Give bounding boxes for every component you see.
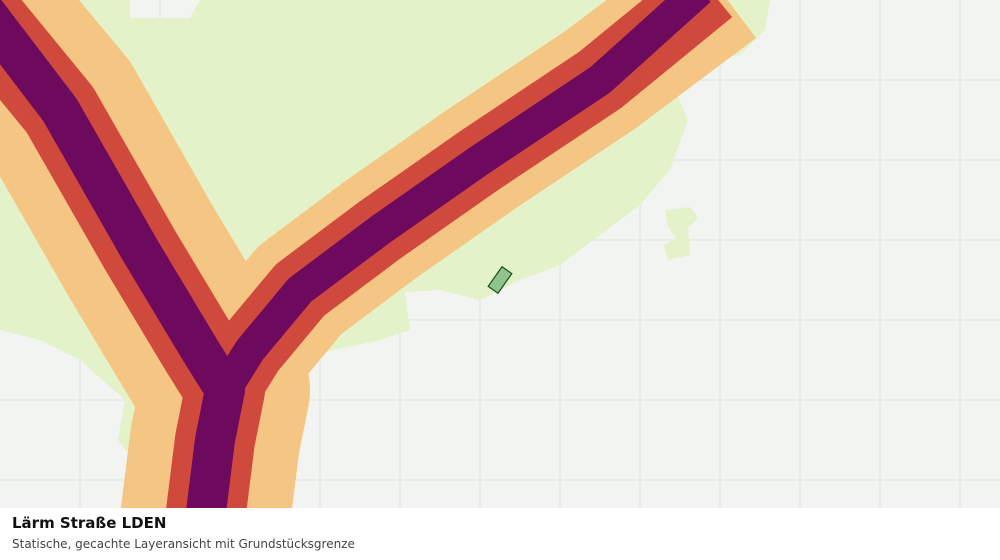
caption-title: Lärm Straße LDEN bbox=[12, 514, 167, 532]
parcel bbox=[487, 265, 513, 295]
noise-map bbox=[0, 0, 1000, 508]
noise-bands bbox=[0, 0, 756, 508]
caption-bar: Lärm Straße LDEN Statische, gecachte Lay… bbox=[0, 508, 1000, 560]
noise-zone-low-spot bbox=[664, 207, 698, 260]
caption-subtitle: Statische, gecachte Layeransicht mit Gru… bbox=[12, 537, 355, 551]
